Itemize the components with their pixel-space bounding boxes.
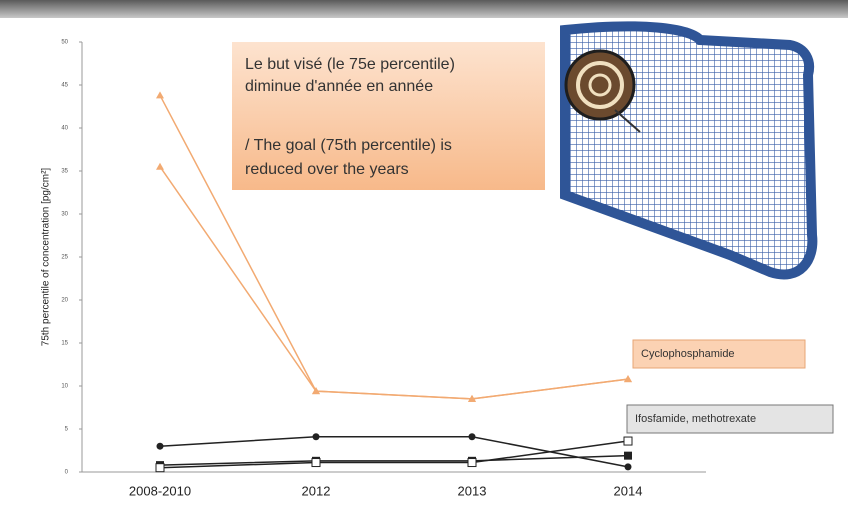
callout-text: / The goal (75th percentile) is <box>245 137 452 154</box>
x-tick-label: 2012 <box>302 483 331 498</box>
marker <box>468 394 476 402</box>
marker <box>155 463 165 473</box>
annotation: Cyclophosphamide <box>641 348 735 360</box>
annotation-box <box>626 404 834 434</box>
callout-box <box>232 42 545 190</box>
y-tick-label: 35 <box>61 169 68 175</box>
marker <box>312 433 320 441</box>
marker <box>467 458 477 468</box>
x-tick-label: 2008-2010 <box>129 483 191 498</box>
x-tick-label: 2013 <box>458 483 487 498</box>
marker <box>311 458 321 468</box>
callout-text: reduced over the years <box>245 161 409 178</box>
line <box>159 440 629 469</box>
x-tick-label: 2014 <box>614 483 643 498</box>
callout-text: diminue d'année en année <box>245 78 433 95</box>
goal-net <box>560 21 818 280</box>
marker <box>312 387 320 395</box>
y-tick-label: 50 <box>61 40 68 46</box>
y-tick-label: 45 <box>61 83 68 89</box>
marker <box>624 463 632 471</box>
y-tick-label: 5 <box>65 427 69 433</box>
y-tick-label: 25 <box>61 255 68 261</box>
y-tick-label: 0 <box>65 470 69 476</box>
annotation-box <box>632 339 806 369</box>
y-tick-label: 40 <box>61 126 68 132</box>
callout-text: Le but visé (le 75e percentile) <box>245 56 455 73</box>
marker <box>623 436 633 446</box>
marker <box>156 162 164 170</box>
line <box>159 166 629 400</box>
y-tick-label: 15 <box>61 341 68 347</box>
line <box>159 454 629 466</box>
marker <box>468 433 476 441</box>
marker <box>156 91 164 99</box>
y-tick-label: 20 <box>61 298 68 304</box>
marker <box>624 375 632 383</box>
annotation: Ifosfamide, methotrexate <box>635 413 756 425</box>
y-tick-label: 10 <box>61 384 68 390</box>
y-tick-label: 30 <box>61 212 68 218</box>
marker <box>156 442 164 450</box>
marker <box>624 451 632 460</box>
slide-frame <box>0 0 848 18</box>
y-axis-label: 75th percentile of concentration [pg/cm²… <box>41 168 52 347</box>
